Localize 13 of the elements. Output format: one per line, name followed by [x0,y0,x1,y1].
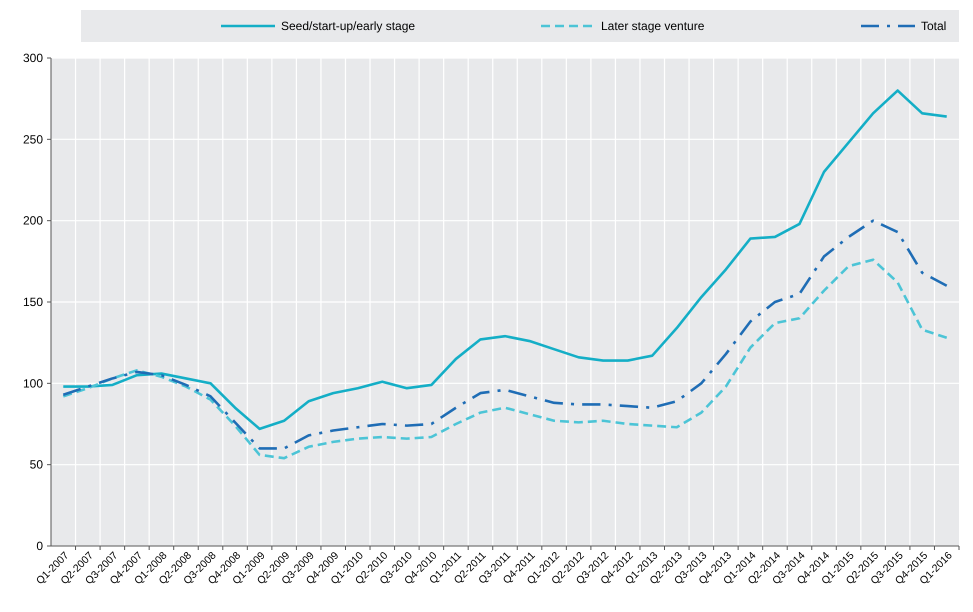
y-tick-label: 300 [22,51,44,65]
line-series [62,219,948,450]
legend-label: Seed/start-up/early stage [281,19,416,33]
legend-label: Total [921,19,946,33]
line-series [62,89,948,430]
y-tick-label: 0 [36,539,44,553]
y-tick-label: 50 [30,458,44,472]
y-tick-label: 150 [22,295,44,309]
y-tick-label: 250 [22,132,44,146]
line-series [62,258,948,460]
y-tick-label: 200 [22,214,44,228]
legend-label: Later stage venture [601,19,705,33]
y-tick-label: 100 [22,376,44,390]
